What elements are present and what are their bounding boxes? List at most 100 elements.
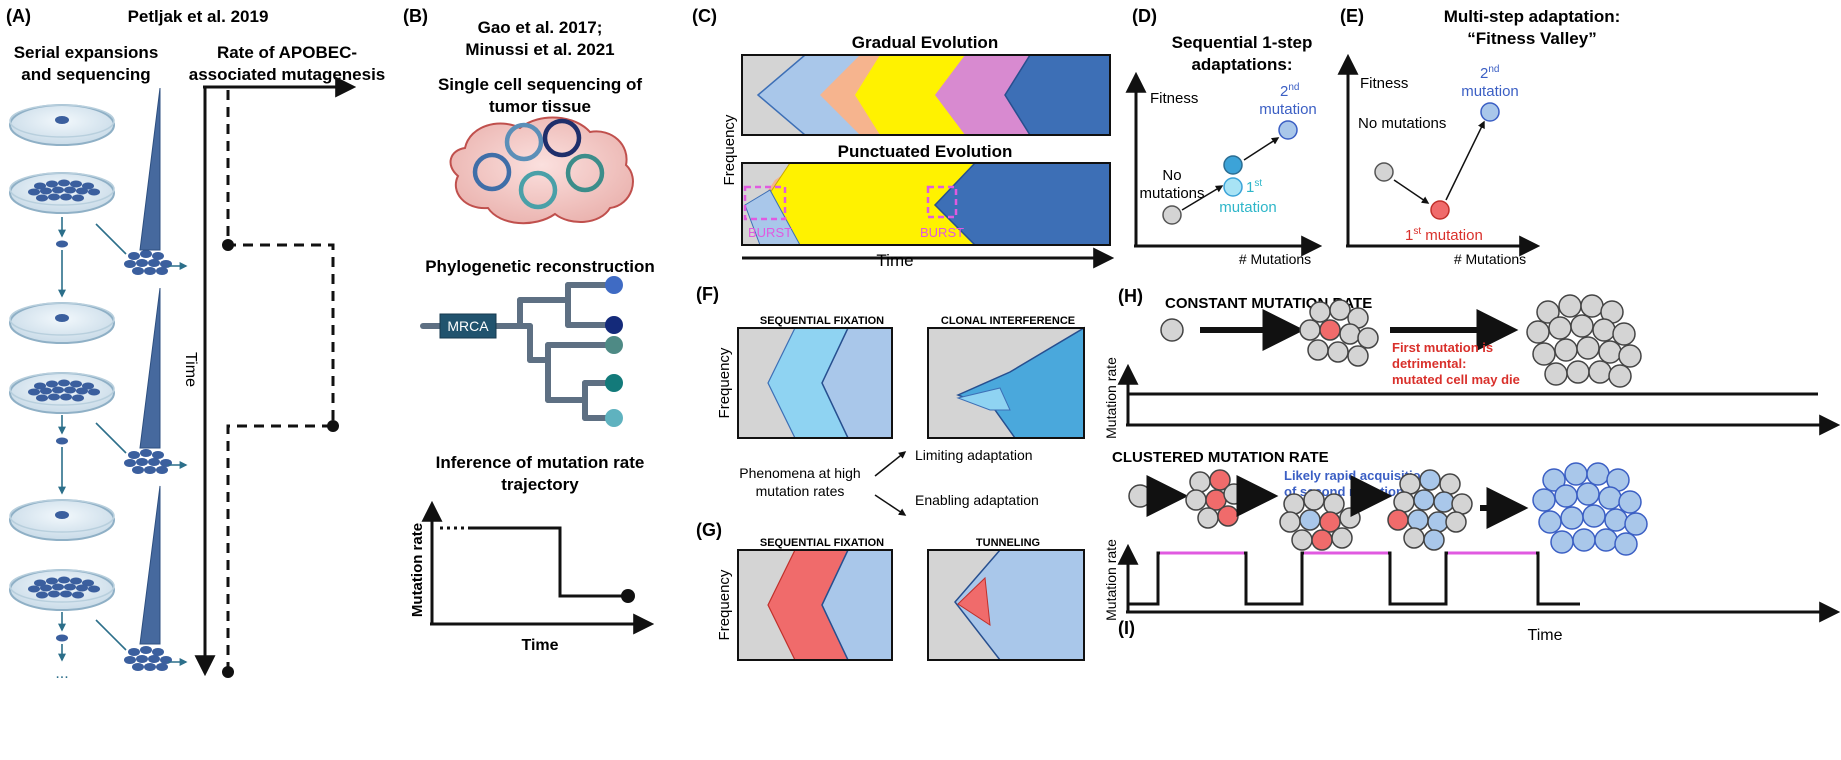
burst-box bbox=[743, 185, 787, 221]
clustered-rate-trajectory bbox=[1128, 551, 1580, 606]
passaged-cell bbox=[56, 437, 68, 445]
small-cluster-red bbox=[1185, 469, 1245, 529]
panel-a-citation: Petljak et al. 2019 bbox=[128, 7, 269, 26]
genotype-first-mutation bbox=[1430, 200, 1450, 220]
panel-b: (B) Gao et al. 2017; Minussi et al. 2021… bbox=[403, 6, 655, 654]
single-cell bbox=[1160, 318, 1184, 342]
panel-b-ylabel: Mutation rate bbox=[409, 523, 426, 617]
petri-dish bbox=[9, 499, 115, 541]
panel-e: (E) Multi-step adaptation: “Fitness Vall… bbox=[1337, 6, 1621, 267]
panel-e-title-line2: “Fitness Valley” bbox=[1467, 29, 1596, 48]
panel-a-col2-line2: associated mutagenesis bbox=[189, 65, 386, 84]
panel-b-xlabel: Time bbox=[521, 637, 558, 654]
tree-leaf bbox=[605, 409, 623, 427]
panel-e-ylabel: Fitness bbox=[1360, 75, 1408, 92]
mrca-label: MRCA bbox=[447, 318, 489, 334]
panel-i-letter: (I) bbox=[1118, 618, 1135, 638]
burst-box bbox=[926, 185, 958, 219]
panel-d: (D) Sequential 1-step adaptations: Fitne… bbox=[1125, 6, 1323, 267]
transition-arrow bbox=[1393, 179, 1430, 204]
genotype-second-mutation bbox=[1278, 120, 1298, 140]
panel-i-title: CLUSTERED MUTATION RATE bbox=[1112, 449, 1329, 466]
panel-c-ylabel: Frequency bbox=[721, 114, 738, 185]
panel-d-title-line1: Sequential 1-step bbox=[1172, 33, 1313, 52]
tree-leaf bbox=[605, 336, 623, 354]
tree-leaf bbox=[605, 374, 623, 392]
enabling-label: Enabling adaptation bbox=[915, 492, 1039, 508]
panel-c-xlabel: Time bbox=[876, 251, 913, 270]
label-second-mutation-word: mutation bbox=[1259, 101, 1317, 118]
rate-sample-point bbox=[222, 239, 234, 251]
panel-g-ylabel: Frequency bbox=[716, 569, 733, 640]
clone-area-yellow bbox=[855, 55, 980, 135]
panel-a-col1-line1: Serial expansions bbox=[14, 43, 159, 62]
panel-f-ylabel: Frequency bbox=[716, 347, 733, 418]
panel-e-xlabel: # Mutations bbox=[1454, 251, 1526, 267]
label-first-mutation: 1st mutation bbox=[1405, 226, 1483, 244]
panel-b-citation-line1: Gao et al. 2017; bbox=[478, 18, 603, 37]
panel-d-xlabel: # Mutations bbox=[1239, 251, 1311, 267]
enabling-arrow bbox=[874, 494, 907, 516]
dish-cell-cluster bbox=[28, 179, 100, 202]
panel-i-xlabel: Time bbox=[1528, 627, 1563, 644]
panel-c-bottom-title: Punctuated Evolution bbox=[838, 142, 1013, 161]
transition-arrow bbox=[1243, 137, 1280, 161]
clone-area-pink bbox=[935, 55, 1040, 135]
clonal-interference-plot bbox=[927, 326, 1085, 439]
rapid-note-line2: of second mutation bbox=[1284, 484, 1404, 499]
label-no-mutations: No mutations bbox=[1358, 115, 1446, 132]
sequential-fixation-plot bbox=[737, 327, 893, 439]
phenomena-annotation: Phenomena at high mutation rates Limitin… bbox=[739, 447, 1039, 516]
harvest-cell-cluster bbox=[124, 449, 172, 474]
panel-c-top-title: Gradual Evolution bbox=[852, 33, 998, 52]
sampled-cell bbox=[504, 122, 544, 162]
panel-c: (C) Gradual Evolution Punctuated Evoluti… bbox=[692, 6, 1115, 270]
growth-wedges bbox=[139, 87, 161, 645]
cluster-blue-spreading bbox=[1387, 469, 1473, 551]
sampled-cell bbox=[518, 170, 558, 210]
tree-leaf bbox=[605, 316, 623, 334]
detrimental-note-line1: First mutation is bbox=[1392, 340, 1493, 355]
sampled-cell bbox=[565, 153, 605, 193]
label-second-mutation: 2nd bbox=[1280, 82, 1299, 100]
panel-e-letter: (E) bbox=[1340, 6, 1364, 26]
rate-sample-point bbox=[327, 420, 339, 432]
panel-a-col2-line1: Rate of APOBEC- bbox=[217, 43, 357, 62]
harvest-cell-cluster bbox=[124, 646, 172, 671]
rate-trajectory bbox=[226, 90, 335, 672]
panel-b-citation-line2: Minussi et al. 2021 bbox=[465, 40, 614, 59]
limiting-label: Limiting adaptation bbox=[915, 447, 1033, 463]
petri-dish-group bbox=[9, 104, 115, 611]
panel-d-letter: (D) bbox=[1132, 6, 1157, 26]
genotype-first-step bbox=[1223, 155, 1243, 175]
medium-cluster-mixed bbox=[1279, 489, 1361, 551]
genotype-no-mutation bbox=[1162, 205, 1182, 225]
panel-e-title-line1: Multi-step adaptation: bbox=[1444, 7, 1621, 26]
label-second-mutation-word: mutation bbox=[1461, 83, 1519, 100]
petri-dish bbox=[9, 104, 115, 146]
panel-b-section3-line2: trajectory bbox=[501, 475, 579, 494]
sampled-cell bbox=[472, 152, 512, 192]
gradual-evolution-plot bbox=[741, 54, 1111, 136]
panel-g-letter: (G) bbox=[696, 520, 722, 540]
label-first-mutation: 1st bbox=[1246, 178, 1262, 196]
sampled-cell bbox=[542, 118, 582, 158]
genotype-no-mutation bbox=[1374, 162, 1394, 182]
transition-arrow bbox=[1181, 185, 1224, 211]
large-grey-cluster bbox=[1526, 294, 1642, 388]
panel-h-ylabel: Mutation rate bbox=[1103, 357, 1119, 439]
panel-f: (F) SEQUENTIAL FIXATION CLONAL INTERFERE… bbox=[696, 284, 1085, 439]
label-first-mutation-word: mutation bbox=[1219, 199, 1277, 216]
limiting-arrow bbox=[874, 451, 907, 477]
rate-endpoint bbox=[621, 589, 635, 603]
panel-g-left-title: SEQUENTIAL FIXATION bbox=[760, 537, 884, 549]
large-blue-cluster bbox=[1532, 462, 1648, 556]
phylogenetic-tree bbox=[420, 282, 613, 421]
burst-label: BURST bbox=[748, 225, 792, 240]
phenomena-line1: Phenomena at high bbox=[739, 465, 860, 481]
panel-i: (I) CLUSTERED MUTATION RATE Likely rapid… bbox=[1103, 449, 1841, 644]
panel-b-section2: Phylogenetic reconstruction bbox=[425, 257, 655, 276]
punctuated-evolution-plot: BURST BURST bbox=[741, 162, 1111, 246]
passage-arrows bbox=[58, 217, 188, 666]
label-no-mutations-1: No bbox=[1162, 167, 1181, 184]
